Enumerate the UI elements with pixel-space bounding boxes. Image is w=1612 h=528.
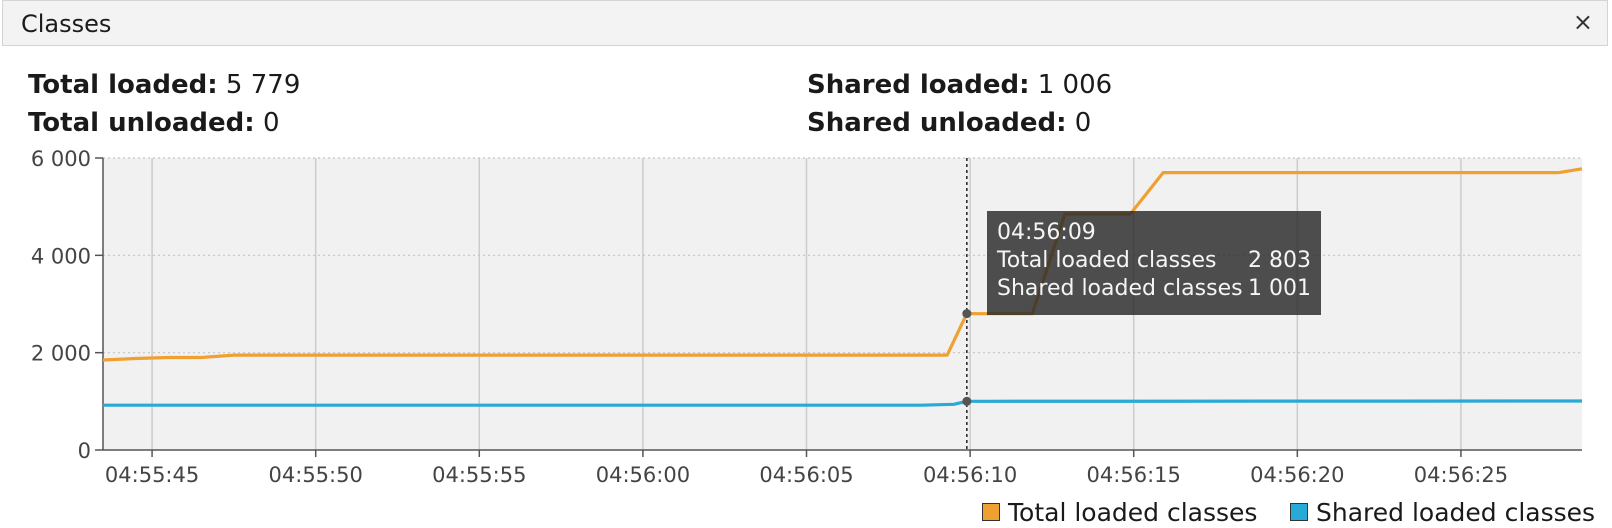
tooltip-shared-label: Shared loaded classes	[997, 276, 1243, 301]
tooltip-time: 04:56:09	[997, 220, 1096, 245]
x-tick-label: 04:55:45	[105, 463, 199, 487]
y-tick-label: 4 000	[31, 244, 91, 268]
y-tick-label: 0	[78, 439, 91, 463]
tooltip-total-value: 2 803	[1248, 248, 1311, 273]
tooltip-total-row: Total loaded classes 2 803	[997, 247, 1311, 275]
shared-loaded-label: Shared loaded:	[807, 70, 1030, 100]
x-tick-label: 04:56:05	[759, 463, 853, 487]
x-tick-label: 04:56:10	[923, 463, 1017, 487]
x-tick-label: 04:56:00	[596, 463, 690, 487]
classes-chart[interactable]: 04:55:45 04:55:50 04:55:55 04:56:00 04:56:05…	[0, 147, 1612, 524]
cursor-point-shared	[962, 396, 972, 406]
legend-label-total: Total loaded classes	[1008, 497, 1258, 527]
chart-svg[interactable]: 04:55:45 04:55:50 04:55:55 04:56:00 04:56:05…	[0, 147, 1612, 524]
legend-item-total[interactable]: Total loaded classes	[982, 497, 1257, 527]
x-tick-label: 04:56:15	[1087, 463, 1181, 487]
cursor-point-total	[962, 309, 972, 319]
shared-unloaded-value: 0	[1074, 108, 1092, 138]
x-tick-label: 04:55:55	[432, 463, 526, 487]
series-line-total-loaded	[102, 167, 1583, 362]
shared-loaded-value: 1 006	[1037, 70, 1113, 100]
x-tick-label: 04:56:25	[1414, 463, 1508, 487]
shared-unloaded-label: Shared unloaded:	[807, 108, 1067, 138]
y-tick-label: 6 000	[31, 150, 91, 171]
panel-title: Classes	[21, 10, 112, 38]
tooltip-shared-row: Shared loaded classes 1 001	[997, 275, 1311, 303]
x-tick-label: 04:55:50	[269, 463, 363, 487]
legend-label-shared: Shared loaded classes	[1316, 497, 1596, 527]
tooltip-total-label: Total loaded classes	[997, 248, 1217, 273]
chart-tooltip: 04:56:09 Total loaded classes 2 803 Shar…	[987, 211, 1321, 315]
legend-item-shared[interactable]: Shared loaded classes	[1290, 497, 1595, 527]
tooltip-shared-value: 1 001	[1248, 276, 1311, 301]
close-icon[interactable]: ×	[1572, 8, 1593, 36]
stats-total: Total loaded: 5 779 Total unloaded: 0	[28, 66, 300, 142]
legend-swatch-shared	[1290, 503, 1308, 521]
total-unloaded-label: Total unloaded:	[28, 108, 255, 138]
x-tick-label: 04:56:20	[1250, 463, 1344, 487]
legend-swatch-total	[982, 503, 1000, 521]
total-loaded-label: Total loaded:	[28, 70, 218, 100]
panel-header: Classes ×	[2, 0, 1608, 46]
total-loaded-value: 5 779	[225, 70, 301, 100]
total-unloaded-value: 0	[262, 108, 280, 138]
stats-shared: Shared loaded: 1 006 Shared unloaded: 0	[807, 66, 1112, 142]
series-line-shared-loaded	[103, 399, 1583, 407]
y-tick-label: 2 000	[31, 342, 91, 366]
